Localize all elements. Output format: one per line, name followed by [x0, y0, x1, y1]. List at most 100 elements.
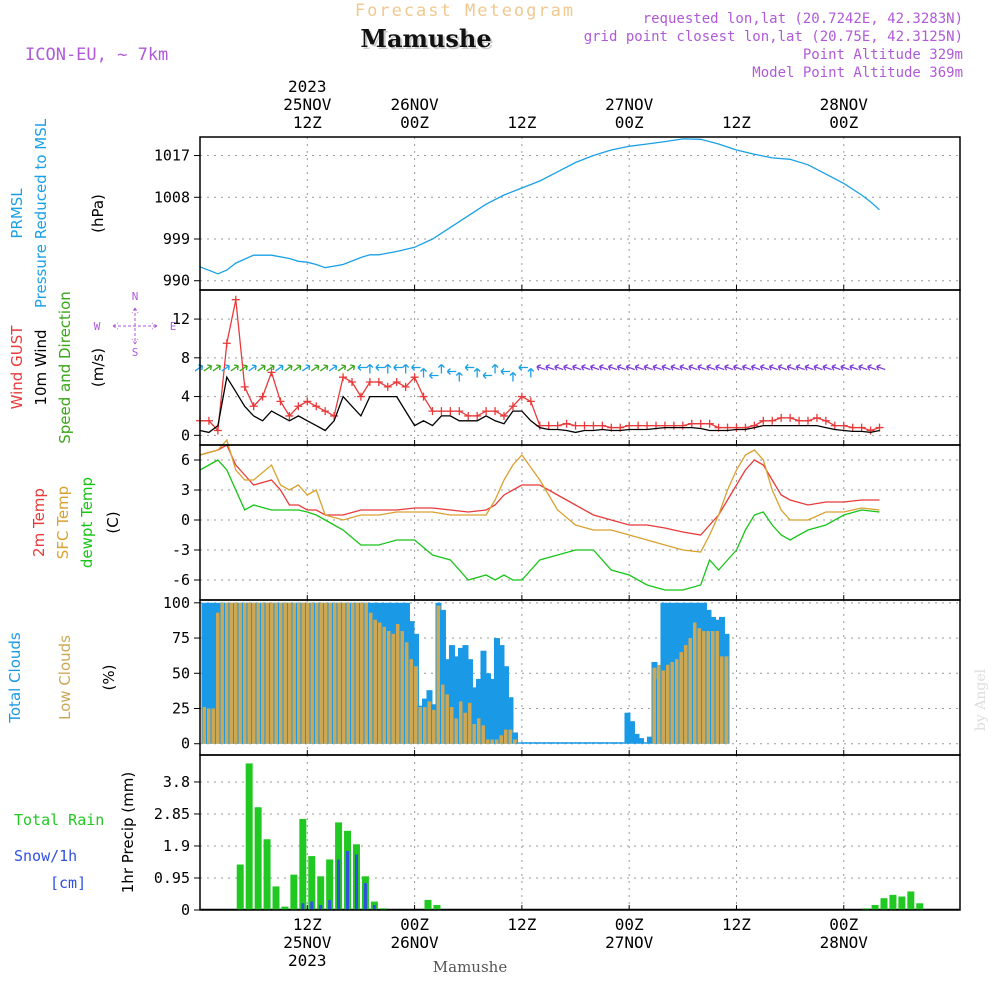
wind-y-tick-label: 0 [181, 426, 190, 444]
wind-direction-arrow [670, 364, 680, 371]
wind-arrow-shape [670, 364, 680, 371]
top-time-label: 12Z [722, 113, 751, 132]
gust-point [231, 295, 240, 304]
low-cloud-bar [265, 602, 270, 744]
low-cloud-bar [323, 602, 328, 744]
wind-arrow-shape [804, 364, 814, 371]
wind-direction-arrow [420, 368, 427, 378]
low-cloud-bar [683, 645, 688, 744]
wind-direction-arrow [518, 364, 528, 371]
precip-y-tick-label: 1.9 [163, 837, 190, 855]
wind-arrow-shape [257, 364, 266, 372]
wind-direction-arrow [375, 364, 385, 371]
wind-direction-arrow [563, 364, 573, 371]
low-cloud-bar [296, 602, 301, 744]
low-cloud-bar [458, 701, 463, 744]
wind-arrow-shape [733, 364, 743, 371]
gust-point [848, 423, 857, 432]
credit-watermark: by Angel [973, 668, 989, 731]
wind-arrow-shape [876, 364, 886, 371]
wind-arrow-shape [742, 364, 752, 371]
wind-direction-arrow [194, 364, 204, 372]
bottom-time-label: 25NOV [283, 933, 332, 952]
wind-direction-arrow [429, 372, 439, 379]
low-cloud-bar [233, 602, 238, 744]
wind-direction-arrow [733, 364, 743, 371]
snow-bar [301, 903, 305, 910]
wind-y-tick-label: 8 [181, 349, 190, 367]
total-cloud-bar [466, 659, 473, 744]
wind-arrow-shape [310, 364, 320, 372]
total-cloud-bar [507, 697, 514, 744]
total-cloud-bar [588, 742, 595, 744]
wind-arrow-shape [509, 372, 517, 382]
bottom-time-label: 12Z [293, 915, 322, 934]
gust-point [732, 423, 741, 432]
low-cloud-bar [391, 633, 396, 744]
series-line-sfc-temp [199, 438, 880, 553]
wind-arrow-shape [239, 364, 248, 372]
wind-axis-label: (m/s) [89, 348, 107, 387]
wind-arrow-shape [293, 364, 302, 372]
total-cloud-bar [529, 742, 536, 744]
legend-snow: Snow/1h [14, 847, 77, 865]
top-time-label: 00Z [615, 113, 644, 132]
bottom-time-label: 28NOV [820, 933, 869, 952]
wind-direction-arrow [777, 364, 788, 371]
rain-bar [299, 819, 307, 910]
low-cloud-bar [701, 631, 706, 744]
wind-direction-arrow [257, 364, 266, 372]
low-cloud-bar [202, 707, 207, 744]
compass-east: E [170, 320, 177, 333]
gust-point [839, 421, 848, 430]
total-cloud-bar [606, 742, 613, 744]
snow-bar [354, 854, 358, 910]
wind-y-tick-label: 4 [181, 388, 190, 406]
wind-arrow-shape [212, 364, 221, 372]
wind-direction-arrow [536, 364, 546, 371]
total-cloud-bar [556, 742, 563, 744]
wind-arrow-shape [500, 368, 510, 375]
gust-point [508, 402, 517, 411]
gust-point [598, 421, 607, 430]
gust-point [437, 407, 446, 416]
wind-arrow-shape [393, 364, 403, 371]
wind-direction-arrow [337, 364, 347, 372]
wind-direction-arrow [813, 364, 823, 371]
low-cloud-bar [283, 602, 288, 744]
snow-bar [372, 904, 376, 910]
wind-direction-arrow [849, 364, 859, 371]
wind-arrow-shape [759, 364, 770, 371]
wind-arrow-shape [420, 368, 427, 378]
low-cloud-bar [719, 656, 724, 744]
gust-point [687, 419, 696, 428]
total-cloud-bar [597, 742, 604, 744]
top-time-label: 12Z [507, 113, 536, 132]
wind-direction-arrow [310, 364, 320, 372]
wind-arrow-shape [346, 364, 356, 372]
top-time-label: 12Z [293, 113, 322, 132]
wind-arrow-shape [375, 364, 385, 371]
precip-axis-label: 1hr Precip (mm) [119, 772, 137, 893]
wind-direction-arrow [616, 364, 627, 371]
wind-direction-arrow [357, 364, 367, 371]
snow-bar [310, 901, 314, 910]
wind-arrow-shape [724, 364, 734, 371]
temperature-y-tick-label: 0 [181, 511, 190, 529]
total-cloud-bar [210, 602, 217, 744]
total-cloud-bar [534, 742, 541, 744]
wind-direction-arrow [266, 364, 275, 372]
low-cloud-bar [490, 739, 495, 744]
wind-direction-arrow [706, 364, 716, 371]
gust-point [821, 416, 830, 425]
wind-arrow-shape [688, 364, 698, 371]
gust-point [446, 407, 455, 416]
bottom-time-label: 27NOV [605, 933, 654, 952]
total-cloud-bar [619, 742, 626, 744]
low-cloud-bar [341, 602, 346, 744]
low-cloud-bar [274, 602, 279, 744]
clouds-y-tick-label: 75 [172, 629, 190, 647]
total-cloud-bar [646, 736, 653, 744]
gust-point [491, 407, 500, 416]
wind-direction-arrow [473, 368, 481, 378]
